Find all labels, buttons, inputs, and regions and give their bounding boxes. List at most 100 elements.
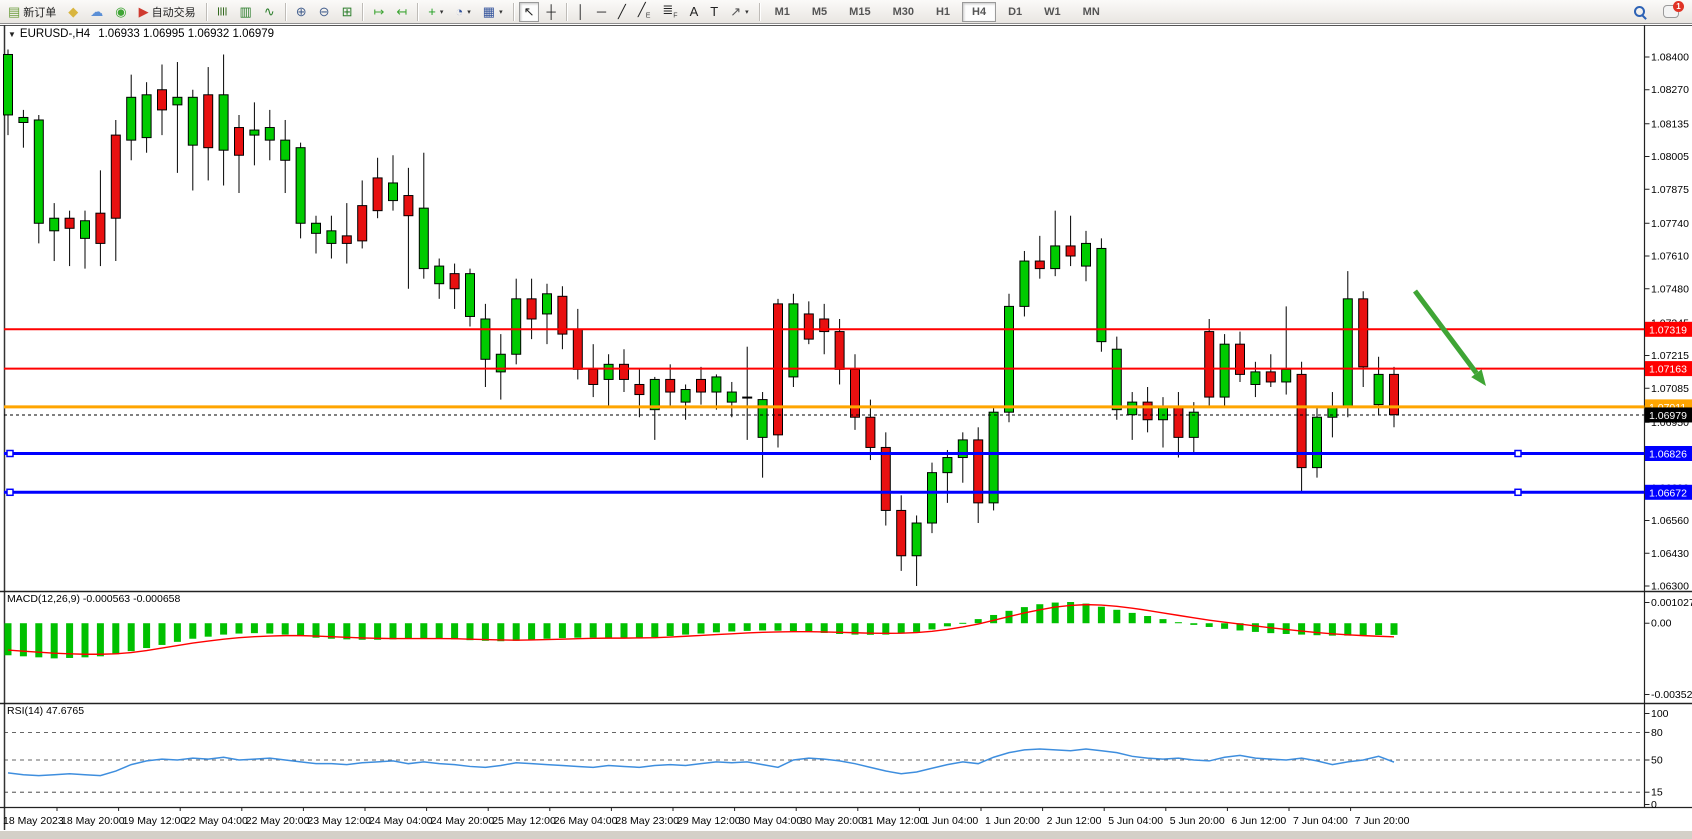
periods-button[interactable]: ◔ ▾ — [450, 2, 475, 22]
time-tick-label: 30 May 04:00 — [739, 815, 803, 827]
rsi-pane: 100 80 50 150 — [4, 708, 1669, 811]
price-tick-label: 1.07480 — [1651, 283, 1689, 295]
line-chart-icon: ∿ — [263, 4, 275, 19]
time-tick-label: 24 May 20:00 — [431, 815, 495, 827]
macd-axis-label: 0.001027 — [1651, 597, 1692, 609]
macd-hist-bar — [343, 623, 351, 640]
macd-hist-bar — [943, 623, 951, 627]
rsi-axis-label: 0 — [1651, 799, 1657, 811]
hline-handle[interactable] — [6, 488, 14, 497]
candle-body — [249, 129, 260, 136]
autotrade-button[interactable]: ▶ 自动交易 — [134, 2, 201, 22]
toolbar-separator — [417, 2, 419, 21]
price-tick-label: 1.07085 — [1651, 383, 1689, 395]
candle-chart-button[interactable]: ▥ — [235, 2, 257, 22]
macd-hist-bar — [66, 623, 74, 658]
zoom-out-button[interactable]: ⊖ — [314, 2, 335, 22]
tf-mn-button-label: MN — [1082, 5, 1100, 18]
macd-hist-bar — [805, 623, 813, 632]
tf-m5-button[interactable]: M5 — [802, 2, 837, 22]
macd-hist-bar — [1159, 619, 1167, 624]
fibonacci-button[interactable]: ≣F — [657, 2, 682, 22]
macd-hist-bar — [466, 623, 474, 641]
time-tick-label: 19 May 12:00 — [123, 815, 187, 827]
candle-body — [434, 265, 445, 285]
vline-button[interactable]: │ — [572, 2, 590, 22]
tf-h1-button[interactable]: H1 — [926, 2, 960, 22]
time-tick-label: 1 Jun 04:00 — [923, 815, 978, 827]
tf-mn-button[interactable]: MN — [1073, 2, 1110, 22]
toolbar-separator — [758, 2, 760, 21]
candle-body — [1342, 298, 1353, 408]
cursor-button[interactable]: ↖ — [518, 1, 540, 22]
chart-dropdown-icon[interactable]: ▼ — [8, 30, 16, 39]
zoom-out-icon: ⊖ — [318, 4, 330, 19]
macd-indicator-label: MACD(12,26,9) -0.000563 -0.000658 — [7, 593, 181, 605]
toolbar: ▤ 新订单 ◆ ☁ ◉ ▶ 自动交易 ≣ ▥ ∿ ⊕ ⊖ ⊞ ↦ ↤ + ▾ ◔ ▾ ▦ ▾ ↖ ┼ │ ─ ╱ ╱E ≣F A T ↗ ▾ M… — [0, 0, 1692, 24]
chart-shift-button[interactable]: ↦ — [368, 2, 389, 22]
arrows-button[interactable]: ↗ ▾ — [725, 2, 753, 22]
tf-m30-button[interactable]: M30 — [883, 2, 924, 22]
time-tick-label: 22 May 20:00 — [246, 815, 310, 827]
candle-body — [110, 134, 121, 219]
tf-d1-button[interactable]: D1 — [998, 2, 1032, 22]
arrow-object[interactable] — [1412, 289, 1486, 386]
bar-chart-button[interactable]: ≣ — [212, 2, 233, 22]
hline-price-text: 1.07163 — [1649, 364, 1687, 376]
search-icon — [1634, 5, 1646, 18]
notifications-button[interactable]: 1 — [1658, 1, 1684, 22]
zoom-in-button[interactable]: ⊕ — [291, 2, 312, 22]
templates-button[interactable]: ▦ ▾ — [478, 2, 508, 22]
tf-m1-button[interactable]: M1 — [765, 2, 800, 22]
macd-hist-bar — [774, 623, 782, 631]
publish-button[interactable]: ☁ — [85, 2, 108, 22]
channel-button[interactable]: ╱E — [633, 2, 656, 22]
auto-scroll-button[interactable]: ↤ — [391, 2, 412, 22]
time-tick-label: 7 Jun 04:00 — [1293, 815, 1348, 827]
crosshair-button[interactable]: ┼ — [541, 2, 560, 22]
styler-button[interactable]: ◆ — [63, 2, 83, 22]
macd-hist-bar — [882, 623, 890, 635]
tf-h4-button[interactable]: H4 — [962, 1, 997, 22]
new-order-icon: ▤ — [8, 4, 21, 19]
search-button[interactable] — [1629, 2, 1651, 22]
macd-hist-bar — [851, 623, 859, 635]
hline-button[interactable]: ─ — [592, 2, 611, 22]
hline-handle[interactable] — [6, 449, 14, 458]
macd-hist-bar — [112, 623, 120, 655]
trendline-button[interactable]: ╱ — [613, 2, 631, 22]
tile-windows-button[interactable]: ⊞ — [337, 2, 358, 22]
candle-body — [357, 205, 368, 242]
line-chart-button[interactable]: ∿ — [259, 2, 280, 22]
chevron-down-icon: ▾ — [745, 8, 749, 16]
macd-hist-bar — [635, 623, 643, 639]
text-label-icon: T — [710, 4, 719, 19]
tf-h4-button-label: H4 — [972, 5, 987, 18]
candle-body — [1142, 401, 1153, 421]
new-order-button[interactable]: ▤ 新订单 — [3, 2, 61, 22]
candle-body — [1358, 298, 1369, 368]
macd-hist-bar — [543, 623, 551, 639]
arrow-shaft[interactable] — [1412, 289, 1479, 375]
tf-w1-button[interactable]: W1 — [1034, 2, 1071, 22]
indicators-button[interactable]: + ▾ — [423, 2, 448, 22]
macd-hist-bar — [96, 623, 104, 657]
chart-frame — [0, 25, 1692, 839]
tf-m15-button[interactable]: M15 — [839, 2, 880, 22]
arrow-head-icon[interactable] — [1471, 369, 1486, 386]
candles — [3, 49, 1399, 586]
hline-handle[interactable] — [1514, 488, 1522, 497]
hline-handle[interactable] — [1514, 449, 1522, 458]
rsi-axis-label: 100 — [1651, 708, 1669, 720]
candle-body — [218, 94, 229, 151]
candle-body — [141, 94, 152, 139]
text-button[interactable]: A — [685, 2, 704, 22]
signals-button[interactable]: ◉ — [110, 2, 131, 22]
label-button[interactable]: T — [705, 2, 723, 22]
macd-hist-bar — [220, 623, 228, 635]
candle-body — [1250, 371, 1261, 385]
time-tick-label: 1 Jun 20:00 — [985, 815, 1040, 827]
macd-hist-bar — [374, 623, 382, 640]
candle-body — [49, 217, 60, 232]
